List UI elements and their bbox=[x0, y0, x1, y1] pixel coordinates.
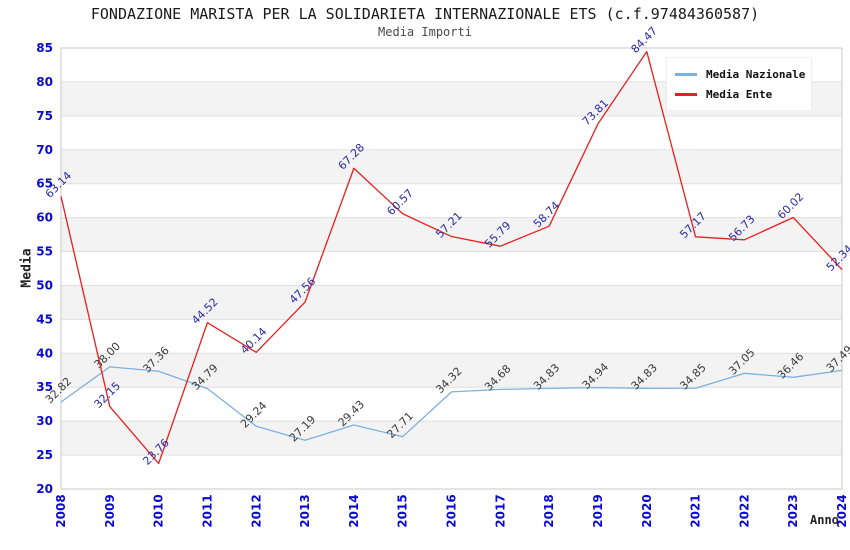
chart-title: FONDAZIONE MARISTA PER LA SOLIDARIETA IN… bbox=[90, 5, 760, 23]
svg-text:55: 55 bbox=[36, 245, 53, 259]
svg-text:65: 65 bbox=[36, 177, 53, 191]
svg-text:2008: 2008 bbox=[54, 494, 68, 527]
svg-text:2018: 2018 bbox=[542, 494, 556, 527]
svg-text:2010: 2010 bbox=[152, 494, 166, 527]
svg-text:2023: 2023 bbox=[786, 494, 800, 527]
svg-text:85: 85 bbox=[36, 41, 53, 55]
svg-text:40: 40 bbox=[36, 346, 53, 360]
svg-text:40.14: 40.14 bbox=[238, 325, 269, 356]
svg-text:2015: 2015 bbox=[396, 494, 410, 527]
svg-text:2011: 2011 bbox=[200, 494, 214, 527]
legend-swatch-ente-icon bbox=[675, 92, 697, 96]
svg-text:25: 25 bbox=[36, 448, 53, 462]
svg-text:80: 80 bbox=[36, 75, 53, 89]
svg-text:2020: 2020 bbox=[640, 494, 654, 527]
svg-text:60.02: 60.02 bbox=[775, 190, 806, 221]
svg-text:35: 35 bbox=[36, 380, 53, 394]
svg-text:2016: 2016 bbox=[445, 494, 459, 527]
svg-text:60.57: 60.57 bbox=[384, 187, 415, 218]
svg-text:2014: 2014 bbox=[347, 494, 361, 527]
svg-text:2012: 2012 bbox=[249, 494, 263, 527]
chart-subtitle: Media Importi bbox=[378, 25, 472, 39]
svg-text:60: 60 bbox=[36, 211, 53, 225]
legend-swatch-nazionale-icon bbox=[675, 72, 697, 76]
svg-text:2017: 2017 bbox=[493, 494, 507, 527]
legend-label-ente: Media Ente bbox=[706, 87, 773, 101]
svg-text:2024: 2024 bbox=[835, 494, 849, 527]
svg-text:50: 50 bbox=[36, 278, 53, 292]
svg-text:45: 45 bbox=[36, 312, 53, 326]
x-axis-title: Anno bbox=[810, 513, 839, 527]
svg-text:20: 20 bbox=[36, 482, 53, 496]
svg-text:2009: 2009 bbox=[103, 494, 117, 527]
legend-item-media-nazionale: Media Nazionale bbox=[675, 64, 806, 84]
legend-label-nazionale: Media Nazionale bbox=[706, 67, 806, 81]
svg-text:2022: 2022 bbox=[737, 494, 751, 527]
y-axis-title: Media bbox=[19, 248, 35, 288]
svg-text:75: 75 bbox=[36, 109, 53, 123]
legend: Media Nazionale Media Ente bbox=[666, 57, 812, 111]
svg-text:30: 30 bbox=[36, 414, 53, 428]
legend-item-media-ente: Media Ente bbox=[675, 84, 803, 104]
svg-text:2021: 2021 bbox=[689, 494, 703, 527]
svg-text:70: 70 bbox=[36, 143, 53, 157]
svg-text:2013: 2013 bbox=[298, 494, 312, 527]
svg-text:2019: 2019 bbox=[591, 494, 605, 527]
